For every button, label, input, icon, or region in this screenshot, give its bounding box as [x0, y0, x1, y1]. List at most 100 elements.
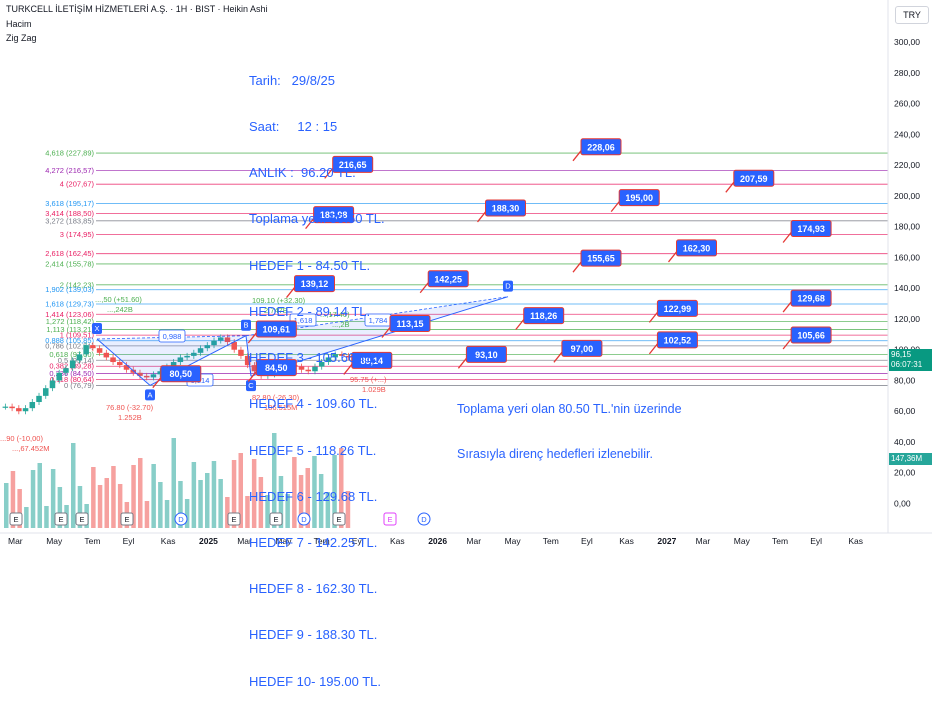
pattern-ratio-label: 0,988	[163, 332, 182, 341]
volume-bar	[258, 477, 264, 528]
target-callout: 195,00	[610, 189, 660, 213]
candle	[63, 368, 69, 373]
target-callout: 84,50	[247, 359, 297, 382]
volume-bar	[184, 499, 190, 528]
candle	[238, 349, 244, 356]
annotation-line: Saat: 12 : 15	[249, 119, 338, 135]
event-marker: D	[417, 512, 431, 526]
fib-level-label: 2 (142,23)	[60, 280, 95, 289]
fib-level-label: 0,118 (80,64)	[50, 375, 95, 384]
annotation-line: HEDEF 7 - 142.25 TL.	[249, 535, 378, 550]
volume-bar	[77, 486, 83, 528]
target-box	[733, 169, 775, 187]
volume-bar	[238, 453, 243, 528]
x-tick-label: Eyl	[123, 536, 135, 546]
x-tick-label: Eyl	[810, 536, 822, 546]
volume-bar	[205, 473, 210, 528]
earnings-marker-label: E	[58, 515, 63, 524]
x-tick-label: Tem	[772, 536, 788, 546]
chart-svg[interactable]: 4,618 (227,89) 4,272 (216,57) 4 (207,67) 3,…	[0, 0, 932, 550]
volume-bar	[91, 467, 96, 528]
y-tick-label: 180,00	[894, 222, 920, 232]
chart-area[interactable]: 4,618 (227,89) 4,272 (216,57) 4 (207,67) 3,…	[0, 0, 932, 550]
earnings-marker	[332, 512, 346, 526]
candle	[345, 355, 352, 358]
candle	[69, 360, 76, 369]
target-label: 174,93	[797, 224, 825, 234]
pattern-point: X	[92, 322, 102, 334]
volume-bar	[298, 475, 304, 528]
x-tick-label: Eyl	[581, 536, 593, 546]
target-label: 105,66	[797, 331, 825, 341]
x-tick-label: Tem	[543, 536, 559, 546]
earnings-marker	[227, 512, 241, 526]
target-label: 93,10	[475, 350, 498, 360]
target-pointer	[152, 377, 162, 389]
pattern-point-label: C	[248, 381, 254, 390]
volume-bar	[57, 487, 63, 528]
pattern-point-label: B	[243, 321, 248, 330]
symbol-title: TURKCELL İLETİŞİM HİZMETLERİ A.Ş. · 1H ·…	[6, 4, 268, 14]
target-callout: 183,98	[305, 206, 355, 230]
target-label: 228,06	[587, 142, 615, 152]
zigzag-sublabel: 186.515M	[264, 403, 297, 412]
target-label: 129,68	[797, 294, 825, 304]
volume-indicator-label[interactable]: Hacim	[6, 19, 32, 29]
candle	[204, 345, 211, 349]
volume-bar	[30, 470, 36, 528]
event-marker: E	[54, 512, 68, 526]
candle	[76, 354, 83, 361]
fib-level-label: 0,5 (93,14)	[58, 356, 95, 365]
candle	[143, 375, 150, 378]
volume-bar	[24, 507, 29, 528]
earnings-marker-label: E	[13, 515, 18, 524]
target-label: 216,65	[339, 160, 367, 170]
target-callout: 93,10	[457, 345, 507, 369]
pattern-point: C	[246, 380, 256, 392]
x-tick-label: Tem	[84, 536, 100, 546]
target-box	[294, 275, 335, 293]
target-box	[676, 239, 717, 257]
target-pointer	[782, 338, 792, 350]
volume-bar	[164, 500, 170, 528]
candle	[150, 374, 157, 378]
annotation-line: Tarih: 29/8/25	[249, 72, 335, 88]
y-tick-label: 200,00	[894, 191, 920, 201]
target-label: 142,25	[434, 274, 462, 284]
zigzag-label: 109.10 (+32.30)	[252, 296, 306, 305]
pattern-point: A	[145, 389, 155, 401]
event-marker: E	[332, 512, 346, 526]
candle	[29, 402, 36, 409]
fib-level-label: 1,414 (123,06)	[45, 310, 94, 319]
annotation-line: HEDEF 8 - 162.30 TL.	[249, 581, 378, 597]
pattern-point-box	[246, 380, 256, 392]
volume-bar	[37, 463, 42, 528]
candle	[22, 408, 29, 412]
volume-bar	[151, 464, 156, 528]
earnings-marker	[383, 512, 397, 526]
y-tick-label: 220,00	[894, 160, 920, 170]
volume-bar	[345, 491, 351, 528]
x-tick-label: Tem	[314, 536, 330, 546]
annotation-line: HEDEF 10- 195.00 TL.	[249, 673, 381, 689]
volume-bar	[97, 485, 103, 528]
fib-level-label: 2,618 (162,45)	[45, 249, 94, 258]
x-tick-label: May	[46, 536, 63, 546]
event-marker: E	[9, 512, 23, 526]
target-label: 97,00	[571, 344, 594, 354]
target-box	[313, 206, 355, 224]
target-pointer	[648, 311, 658, 323]
earnings-marker-label: E	[273, 515, 278, 524]
y-tick-label: 240,00	[894, 129, 920, 139]
fib-level-label: 0 (76,79)	[64, 381, 95, 390]
pattern-point-box	[241, 319, 251, 331]
y-tick-label: 300,00	[894, 37, 920, 47]
target-pointer	[553, 351, 563, 363]
target-callout: 174,93	[782, 220, 832, 243]
zigzag-indicator-label[interactable]: Zig Zag	[6, 33, 37, 43]
earnings-marker-label: E	[124, 515, 129, 524]
candle	[137, 372, 143, 376]
pattern-ratio-box	[158, 329, 186, 343]
fib-level-label: 1,902 (139,03)	[45, 285, 94, 294]
currency-selector[interactable]: TRY	[895, 6, 929, 24]
